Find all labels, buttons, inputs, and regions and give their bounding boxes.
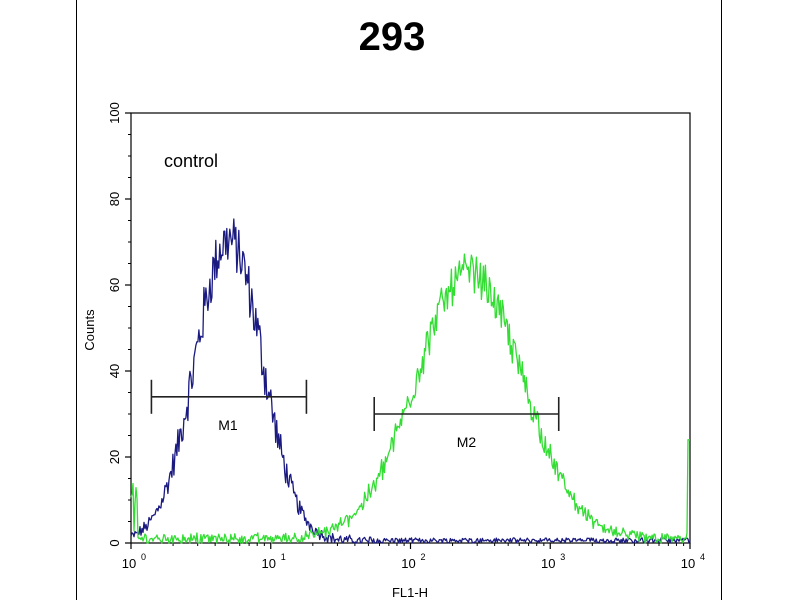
marker-label-m2: M2 — [457, 434, 477, 450]
y-axis: 0 20 40 60 80 100 — [107, 102, 131, 547]
x-tick-label: 10 — [401, 556, 415, 571]
y-tick-label: 0 — [107, 539, 122, 546]
x-tick-exponent: 2 — [421, 552, 426, 562]
y-tick-label: 80 — [107, 192, 122, 206]
x-tick-label: 10 — [541, 556, 555, 571]
control-annotation: control — [164, 151, 218, 171]
plot-area — [130, 112, 691, 544]
x-axis-label: FL1-H — [392, 585, 428, 600]
y-tick-label: 20 — [107, 450, 122, 464]
series-layer — [130, 218, 691, 544]
x-axis: 10 0 10 1 10 2 10 3 10 4 — [122, 543, 705, 571]
y-tick-label: 60 — [107, 278, 122, 292]
y-tick-label: 40 — [107, 364, 122, 378]
y-tick-label: 100 — [107, 102, 122, 124]
series-line-1 — [130, 218, 691, 544]
marker-label-m1: M1 — [218, 417, 238, 433]
x-tick-exponent: 4 — [700, 552, 705, 562]
x-tick-label: 10 — [122, 556, 136, 571]
x-tick-label: 10 — [262, 556, 276, 571]
x-tick-exponent: 3 — [560, 552, 565, 562]
series-line-2 — [130, 253, 690, 544]
x-tick-exponent: 1 — [281, 552, 286, 562]
x-tick-label: 10 — [681, 556, 695, 571]
y-axis-label: Counts — [82, 309, 97, 351]
chart-title: 293 — [359, 15, 426, 59]
marker-layer: M1 M2 — [150, 379, 560, 450]
chart-frame — [76, 0, 722, 600]
x-tick-exponent: 0 — [141, 552, 146, 562]
